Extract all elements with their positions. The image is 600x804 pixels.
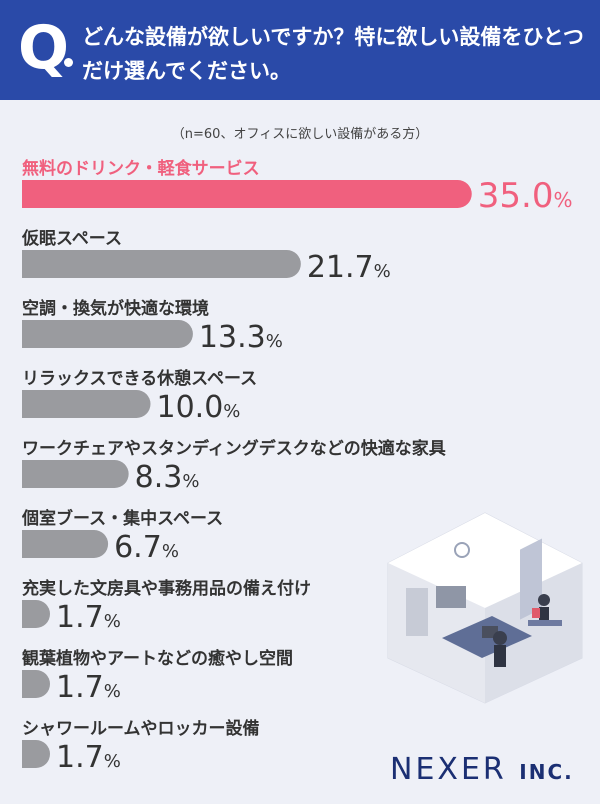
bar — [22, 390, 151, 418]
category-label: 充実した文房具や事務用品の備え付け — [22, 578, 311, 599]
value-label: 21.7% — [307, 250, 391, 285]
category-label: 観葉植物やアートなどの癒やし空間 — [22, 648, 293, 669]
office-illustration-icon — [387, 512, 583, 704]
q-mark: Q — [18, 13, 70, 83]
value-label: 1.7% — [56, 670, 121, 705]
bar-left-edge — [22, 320, 36, 348]
category-label: ワークチェアやスタンディングデスクなどの快適な家具 — [22, 438, 446, 459]
bar — [22, 460, 129, 488]
logo-suffix: INC. — [519, 760, 574, 784]
sample-note: （n=60、オフィスに欲しい設備がある方） — [171, 127, 429, 142]
category-label: 仮眠スペース — [21, 228, 122, 249]
bar-left-edge — [22, 740, 36, 768]
bar — [22, 530, 109, 558]
logo-name: NEXER — [390, 752, 507, 787]
value-label: 1.7% — [56, 740, 121, 775]
category-label: 無料のドリンク・軽食サービス — [22, 158, 260, 179]
q-dot — [64, 58, 73, 67]
category-label: シャワールームやロッカー設備 — [22, 718, 260, 739]
nexer-logo: NEXER INC. — [390, 752, 574, 787]
category-label: 個室ブース・集中スペース — [21, 508, 223, 529]
value-label: 13.3% — [199, 320, 283, 355]
value-label: 10.0% — [157, 390, 241, 425]
bar — [22, 320, 193, 348]
value-label: 8.3% — [135, 460, 200, 495]
value-label: 35.0% — [478, 176, 573, 216]
category-label: リラックスできる休憩スペース — [22, 368, 257, 389]
bar-left-edge — [22, 530, 36, 558]
value-label: 6.7% — [114, 530, 179, 565]
value-label: 1.7% — [56, 600, 121, 635]
bar — [22, 180, 472, 208]
bar-left-edge — [22, 670, 36, 698]
question-header: Q どんな設備が欲しいですか？特に欲しい設備をひとつだけ選んでください。 — [0, 0, 600, 100]
bar-left-edge — [22, 390, 36, 418]
bar-left-edge — [22, 600, 36, 628]
bar-left-edge — [22, 250, 36, 278]
bar — [22, 250, 301, 278]
bar-left-edge — [22, 460, 36, 488]
bar-left-edge — [22, 180, 36, 208]
category-label: 空調・換気が快適な環境 — [22, 298, 209, 319]
question-text: どんな設備が欲しいですか？特に欲しい設備をひとつだけ選んでください。 — [82, 25, 584, 83]
